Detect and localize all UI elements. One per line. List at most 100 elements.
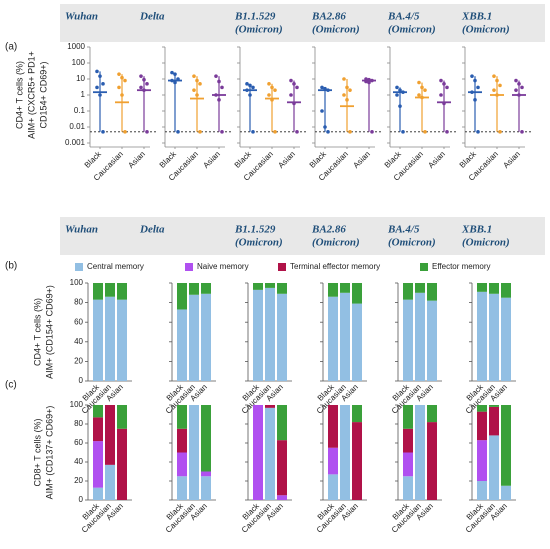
- data-point: [520, 130, 524, 134]
- data-point: [417, 93, 421, 97]
- y-tick-label: 60: [74, 438, 83, 447]
- bar-segment: [201, 476, 211, 500]
- data-point: [101, 130, 105, 134]
- bar-segment: [201, 471, 211, 477]
- data-point: [470, 74, 474, 78]
- bar-segment: [328, 283, 338, 297]
- data-point: [170, 70, 174, 75]
- data-point: [326, 130, 330, 134]
- variant-name: BA.4/5: [387, 224, 420, 236]
- bar-segment: [340, 283, 350, 293]
- data-point: [251, 85, 255, 90]
- data-point: [348, 130, 352, 134]
- data-point: [498, 83, 502, 88]
- x-tick-label: Asian: [426, 150, 447, 171]
- bar-segment: [105, 283, 115, 297]
- bar-segment: [117, 283, 127, 300]
- legend-label: Central memory: [87, 262, 144, 271]
- bar-segment: [501, 297, 511, 381]
- bar-segment: [277, 405, 287, 441]
- bar-segment: [352, 405, 362, 423]
- y-tick-label: 0: [79, 376, 84, 385]
- variant-name: BA2.86: [311, 11, 346, 23]
- data-point: [439, 78, 443, 83]
- bar-segment: [403, 283, 413, 300]
- data-point: [320, 85, 324, 90]
- data-point: [101, 82, 105, 86]
- data-point: [295, 130, 299, 134]
- bar-segment: [477, 440, 487, 481]
- data-point: [476, 130, 480, 134]
- data-point: [492, 88, 496, 92]
- bar-segment: [265, 283, 275, 288]
- bar-segment: [201, 283, 211, 294]
- variant-subtitle: (Omicron): [235, 24, 283, 36]
- variant-name: BA2.86: [311, 224, 346, 236]
- y-tick-label: 100: [70, 278, 84, 287]
- bar-segment: [352, 283, 362, 304]
- x-tick-label: Asian: [501, 150, 522, 171]
- bar-segment: [427, 300, 437, 381]
- legend-label: Terminal effector memory: [290, 262, 380, 271]
- y-tick-label: 20: [74, 476, 83, 485]
- y-tick-label: 0.1: [74, 106, 86, 115]
- bar-segment: [93, 299, 103, 381]
- legend-swatch: [278, 263, 286, 271]
- bar-segment: [177, 405, 187, 429]
- bar-segment: [352, 422, 362, 500]
- data-point: [139, 85, 143, 90]
- bar-segment: [403, 476, 413, 500]
- data-point: [123, 130, 127, 134]
- data-point: [445, 85, 449, 90]
- bar-segment: [427, 405, 437, 423]
- bar-segment: [93, 487, 103, 500]
- bar-segment: [189, 283, 199, 295]
- bar-segment: [328, 447, 338, 475]
- x-tick-label: Asian: [351, 150, 372, 171]
- data-point: [348, 88, 352, 92]
- variant-name: XBB.1: [461, 224, 492, 236]
- data-point: [192, 88, 196, 92]
- panel-label: (b): [5, 261, 17, 272]
- legend-swatch: [75, 263, 83, 271]
- bar-segment: [477, 411, 487, 441]
- data-point: [267, 82, 271, 86]
- bar-segment: [117, 428, 127, 500]
- bar-segment: [277, 283, 287, 294]
- bar-segment: [477, 283, 487, 292]
- bar-segment: [328, 474, 338, 500]
- bar-segment: [415, 292, 425, 381]
- data-point: [273, 88, 277, 92]
- bar-segment: [93, 441, 103, 488]
- bar-segment: [501, 405, 511, 486]
- bar-segment: [489, 406, 499, 436]
- variant-name: Wuhan: [65, 11, 98, 23]
- bar-segment: [265, 407, 275, 500]
- bar-segment: [477, 291, 487, 381]
- data-point: [95, 85, 99, 90]
- y-axis-label: CD4+ T cells (%): [32, 298, 42, 366]
- data-point: [395, 93, 399, 97]
- x-tick-label: Asian: [126, 150, 147, 171]
- bar-segment: [201, 293, 211, 381]
- variant-name: BA.4/5: [387, 11, 420, 23]
- variant-name: Wuhan: [65, 224, 98, 236]
- data-point: [123, 78, 127, 83]
- y-axis-label: AIM+ (CD154+ CD69+): [44, 285, 54, 379]
- variant-name: Delta: [139, 224, 165, 236]
- bar-segment: [105, 405, 115, 465]
- bar-segment: [177, 452, 187, 477]
- bar-segment: [403, 452, 413, 477]
- data-point: [295, 85, 299, 90]
- bar-segment: [177, 476, 187, 500]
- bar-segment: [403, 405, 413, 429]
- data-point: [139, 74, 143, 78]
- bar-segment: [105, 464, 115, 500]
- data-point: [192, 74, 196, 78]
- data-point: [370, 130, 374, 134]
- data-point: [95, 69, 99, 74]
- legend-swatch: [420, 263, 428, 271]
- bar-segment: [265, 405, 275, 408]
- header-band: [60, 4, 545, 42]
